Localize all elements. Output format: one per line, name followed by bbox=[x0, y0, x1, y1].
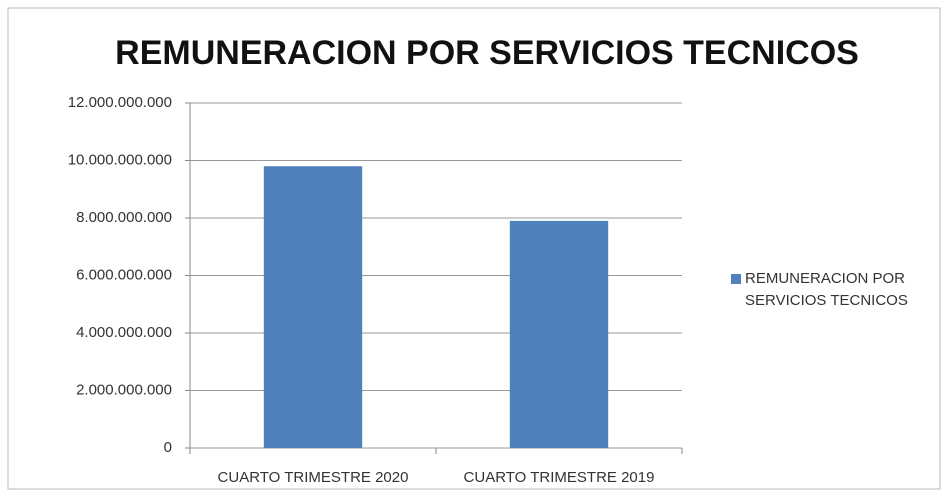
y-tick-label: 4.000.000.000 bbox=[76, 324, 172, 341]
legend: REMUNERACION POR SERVICIOS TECNICOS bbox=[731, 268, 931, 312]
bar bbox=[263, 166, 363, 448]
y-tick-label: 2.000.000.000 bbox=[76, 381, 172, 398]
y-tick-label: 8.000.000.000 bbox=[76, 209, 172, 226]
x-tick-label: CUARTO TRIMESTRE 2019 bbox=[464, 469, 655, 486]
legend-swatch bbox=[731, 274, 741, 284]
y-tick-label: 12.000.000.000 bbox=[68, 94, 172, 111]
y-tick-label: 10.000.000.000 bbox=[68, 151, 172, 168]
y-tick-label: 0 bbox=[164, 439, 172, 456]
legend-label: REMUNERACION POR SERVICIOS TECNICOS bbox=[745, 270, 908, 309]
chart-title: REMUNERACION POR SERVICIOS TECNICOS bbox=[115, 34, 859, 72]
chart-frame bbox=[7, 7, 941, 490]
y-tick-label: 6.000.000.000 bbox=[76, 266, 172, 283]
bar bbox=[509, 220, 609, 448]
x-tick-label: CUARTO TRIMESTRE 2020 bbox=[218, 469, 409, 486]
